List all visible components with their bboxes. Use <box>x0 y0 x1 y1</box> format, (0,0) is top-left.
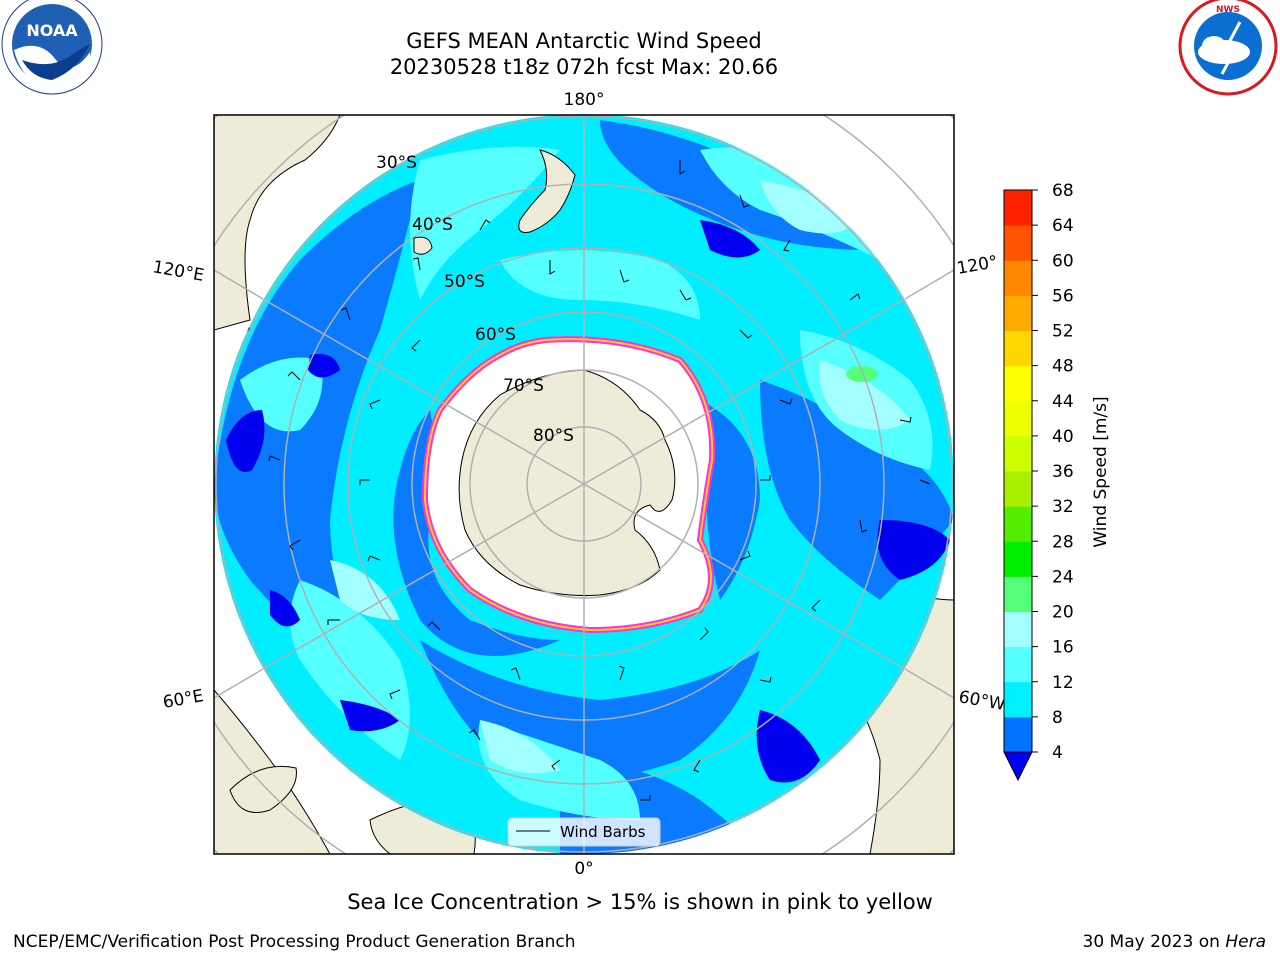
colorbar-tick-label: 40 <box>1052 427 1074 447</box>
colorbar-segment <box>1004 611 1032 648</box>
lon-label-60e: 60°E <box>161 686 205 713</box>
footer-credit: NCEP/EMC/Verification Post Processing Pr… <box>13 932 576 952</box>
lon-label-180: 180° <box>564 90 605 110</box>
chart-subtitle: 20230528 t18z 072h fcst Max: 20.66 <box>389 55 779 79</box>
colorbar-segment <box>1004 471 1032 507</box>
lat-label-40s: 40°S <box>412 215 453 235</box>
colorbar-segment <box>1004 260 1032 296</box>
colorbar-tick-label: 20 <box>1052 603 1074 623</box>
caption: Sea Ice Concentration > 15% is shown in … <box>347 890 933 914</box>
colorbar-tick-label: 68 <box>1052 181 1074 201</box>
chart-title: GEFS MEAN Antarctic Wind Speed <box>406 29 762 53</box>
colorbar-tick-label: 64 <box>1052 216 1074 236</box>
lat-label-60s: 60°S <box>475 325 516 345</box>
colorbar-tick-label: 56 <box>1052 286 1074 306</box>
colorbar-label: Wind Speed [m/s] <box>1091 396 1111 547</box>
wind-barbs <box>268 160 931 801</box>
lat-label-50s: 50°S <box>444 272 485 292</box>
colorbar-extend-triangle <box>1003 751 1033 782</box>
colorbar-segment <box>1004 330 1032 367</box>
wind-barbs-legend: Wind Barbs <box>507 817 661 847</box>
lon-label-120e: 120°E <box>151 257 205 286</box>
colorbar-segment <box>1004 541 1032 577</box>
colorbar-segment <box>1004 225 1032 261</box>
lat-label-80s: 80°S <box>533 426 574 446</box>
footer-machine: Hera <box>1225 932 1266 952</box>
colorbar-tick-label: 16 <box>1052 638 1074 658</box>
colorbar-tick-label: 48 <box>1052 357 1074 377</box>
lon-label-60w: 60°W <box>957 687 1007 715</box>
colorbar-tick-label: 24 <box>1052 567 1074 587</box>
colorbar-tick-label: 52 <box>1052 322 1074 342</box>
colorbar-segment <box>1004 506 1032 542</box>
colorbar-tick-label: 28 <box>1052 532 1074 552</box>
colorbar-segment <box>1004 576 1032 612</box>
lat-label-30s: 30°S <box>376 153 417 173</box>
colorbar-segment <box>1004 646 1032 683</box>
colorbar-tick-label: 60 <box>1052 251 1074 271</box>
colorbar-segment <box>1004 365 1032 402</box>
colorbar-tick-label: 36 <box>1052 462 1074 482</box>
colorbar-tick-label: 4 <box>1052 743 1063 763</box>
antarctica-land <box>458 369 676 597</box>
colorbar-tick-label: 8 <box>1052 708 1063 728</box>
nws-logo: NWS <box>1178 0 1278 96</box>
colorbar-tick-label: 32 <box>1052 497 1074 517</box>
colorbar-segment <box>1004 400 1032 437</box>
map-frame <box>213 114 955 855</box>
colorbar-tick-label: 44 <box>1052 392 1074 412</box>
colorbar-tick-label: 12 <box>1052 673 1074 693</box>
colorbar-segment <box>1004 681 1032 718</box>
noaa-logo-text: NOAA <box>26 21 78 40</box>
footer-date: 30 May 2023 on Hera <box>1082 932 1267 952</box>
colorbar-segment <box>1004 435 1032 472</box>
colorbar-segment <box>1004 716 1032 753</box>
colorbar-segment <box>1004 295 1032 331</box>
graticule <box>215 114 953 854</box>
lon-label-120w: 120° <box>955 252 999 279</box>
lon-label-0: 0° <box>574 859 593 879</box>
legend-label: Wind Barbs <box>560 823 646 841</box>
noaa-logo: NOAA <box>1 0 103 95</box>
lat-label-70s: 70°S <box>503 376 544 396</box>
colorbar-segment <box>1004 190 1032 226</box>
svg-text:NWS: NWS <box>1216 5 1240 15</box>
